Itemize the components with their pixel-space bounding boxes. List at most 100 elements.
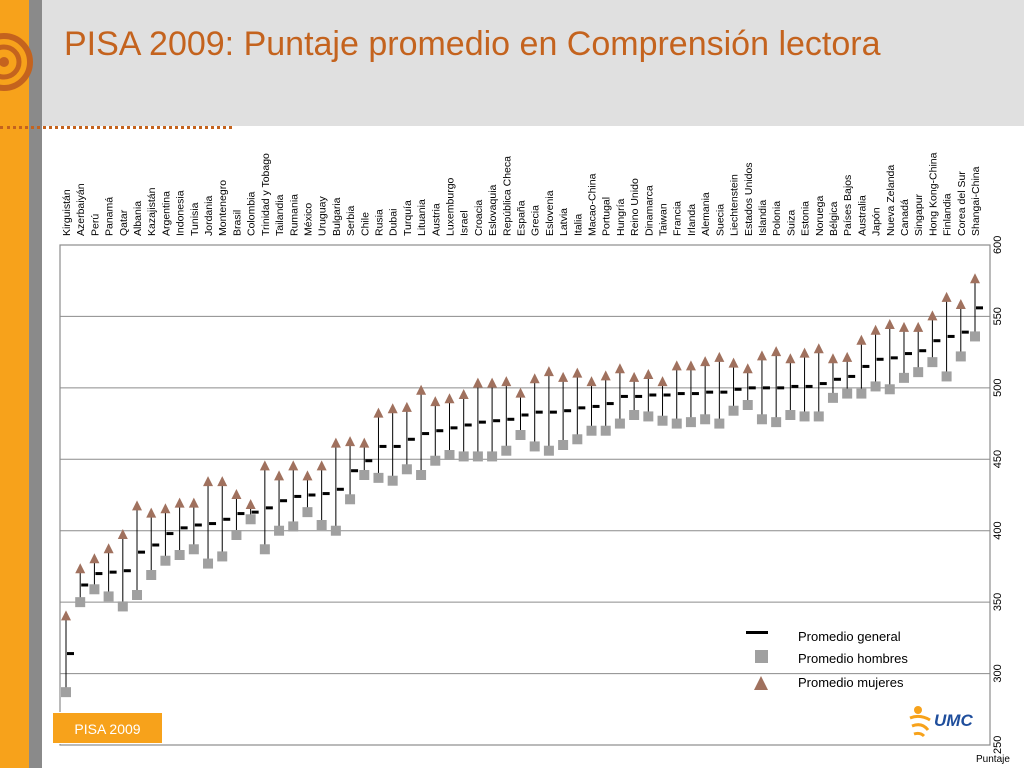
category-label: Israel [459,210,471,236]
women-mean-point [345,436,356,447]
men-mean-point [117,601,128,612]
general-mean-point [521,413,529,417]
women-mean-point [103,543,114,554]
general-mean-point [336,487,344,491]
general-mean-point [833,377,841,381]
women-mean-point [146,507,157,518]
men-mean-point [558,440,569,450]
general-mean-point [478,420,486,424]
category-label: Estonia [800,201,812,236]
women-mean-point [643,369,654,379]
category-label: Noruega [814,196,826,236]
men-mean-point [132,590,143,600]
women-mean-point [614,363,625,374]
men-mean-point [416,470,427,480]
general-mean-point [308,493,316,497]
men-mean-point [700,414,711,425]
women-mean-point [842,351,853,362]
data-marks [61,273,983,698]
category-label: Dinamarca [643,185,655,236]
category-label: Argentina [160,191,172,236]
category-label: Panamá [104,197,116,236]
general-mean-point [691,392,699,396]
women-mean-point [387,403,398,414]
category-label: Estados Unidos [743,162,755,236]
general-mean-point [876,357,884,361]
category-label: Tailandia [274,194,286,236]
women-mean-point [188,497,199,508]
category-label: Singapur [913,193,925,236]
general-mean-point [351,469,359,473]
women-mean-point [927,310,938,321]
general-mean-point [67,652,74,656]
women-mean-point [714,351,725,362]
women-mean-point [416,384,427,395]
category-label: Islandia [757,200,769,236]
header-band [42,0,1024,126]
women-mean-point [174,497,185,508]
category-label: Tunisia [189,202,201,236]
category-label: Qatar [118,209,130,236]
women-mean-point [799,347,810,358]
category-label: Serbia [345,205,357,236]
men-mean-point [146,570,157,580]
category-label: Lituania [416,199,428,236]
men-mean-point [345,494,356,505]
category-label: Azerbaiyán [75,183,87,236]
men-mean-point [89,584,100,595]
men-mean-point [217,551,228,562]
women-mean-point [515,387,526,398]
general-mean-point [791,384,799,388]
y-axis-label: Puntaje [976,754,1010,765]
men-mean-point [685,417,696,428]
women-mean-point [444,393,455,404]
y-tick-label: 400 [992,521,1004,539]
men-mean-point [61,687,71,698]
plot-area [59,244,991,746]
general-mean-point [138,550,146,554]
men-mean-point [955,351,966,362]
women-mean-point [870,324,881,335]
general-mean-point [237,512,245,516]
category-label: Finlandia [942,193,954,236]
category-label: Eslovenia [544,190,556,236]
category-label: Hungría [615,198,627,236]
men-mean-point [856,388,867,399]
general-mean-point [393,444,401,448]
men-mean-point [359,470,370,480]
men-mean-point [629,410,640,420]
women-mean-point [558,371,569,382]
women-mean-point [941,291,952,302]
men-mean-point [614,418,625,429]
general-mean-point [564,409,572,413]
women-mean-point [700,356,711,367]
men-mean-point [231,530,242,540]
category-label: Nueva Zelanda [885,165,897,236]
men-mean-point [600,425,611,436]
women-mean-point [913,321,924,332]
category-label: Irlanda [686,204,698,236]
category-label: Albania [132,201,144,236]
men-mean-point [728,405,739,416]
women-mean-point [742,363,753,374]
women-mean-point [487,377,498,388]
general-mean-point [95,572,103,576]
men-mean-point [842,388,853,399]
legend-label-women: Promedio mujeres [798,675,904,690]
men-mean-point [430,455,441,466]
women-mean-point [61,610,71,621]
category-label: Italia [572,214,584,236]
men-mean-point [870,381,881,392]
women-mean-point [529,373,540,384]
category-label: Macao-China [587,173,599,236]
general-mean-point [166,532,174,536]
general-mean-point [663,393,671,397]
women-mean-point [884,319,895,329]
men-mean-point [259,544,270,555]
women-mean-point [259,460,270,471]
category-label: Shangai-China [970,166,982,236]
general-mean-point [961,330,969,334]
men-mean-point [487,451,498,462]
category-label: Hong Kong-China [927,152,939,236]
women-mean-point [288,460,299,471]
